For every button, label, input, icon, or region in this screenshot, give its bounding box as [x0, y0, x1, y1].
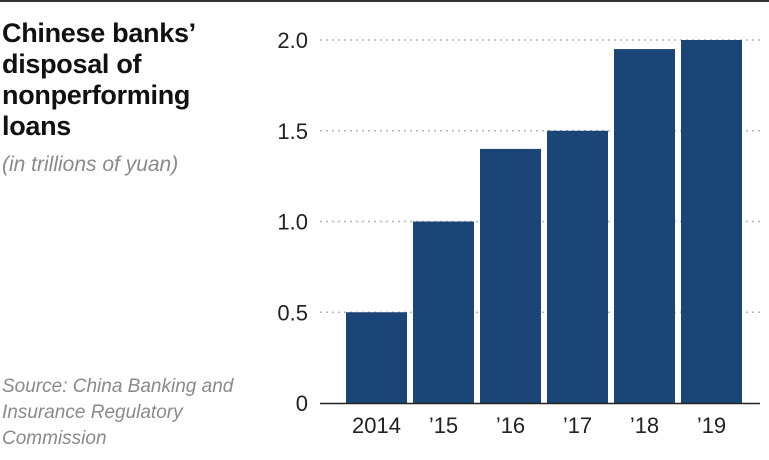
chart-subtitle: (in trillions of yuan) [2, 153, 179, 176]
bar [480, 148, 541, 403]
y-tick-label: 2.0 [277, 28, 308, 53]
y-tick-label: 1.5 [277, 119, 308, 144]
y-tick-label: 0 [296, 391, 308, 416]
bar [413, 221, 474, 403]
x-tick-label: ’15 [429, 413, 458, 438]
y-tick-label: 1.0 [277, 210, 308, 235]
y-tick-label: 0.5 [277, 300, 308, 325]
bar [547, 130, 608, 403]
top-rule [0, 0, 769, 2]
chart-title: Chinese banks’ disposal of nonperforming… [2, 18, 195, 141]
x-tick-label: ’17 [563, 413, 592, 438]
x-tick-label: 2014 [352, 413, 401, 438]
x-tick-label: ’19 [697, 413, 726, 438]
x-tick-label: ’18 [630, 413, 659, 438]
x-tick-label: ’16 [496, 413, 525, 438]
bar [346, 312, 407, 403]
bar [614, 49, 675, 403]
chart-source: Source: China Banking and Insurance Regu… [2, 376, 234, 449]
axis-layer: 0 0.5 1.0 1.5 2.0 2014 ’15 ’16 ’17 ’18 ’19 [277, 28, 760, 438]
bar-layer [346, 40, 742, 403]
bar [681, 40, 742, 403]
